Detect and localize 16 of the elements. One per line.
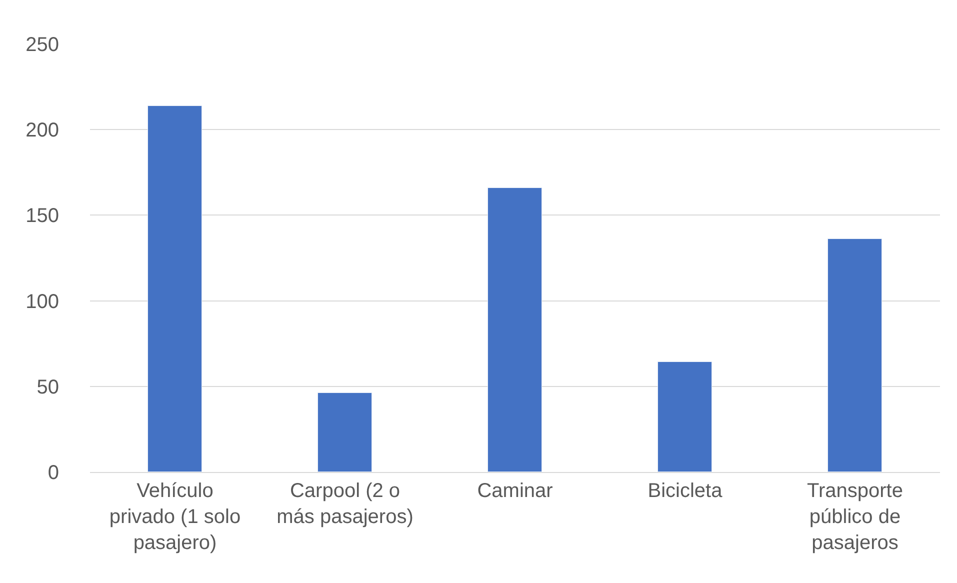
bar	[488, 188, 542, 472]
bar	[658, 362, 712, 472]
y-tick-label: 50	[36, 376, 59, 398]
x-tick-label: Vehículo privado (1 solo pasajero)	[109, 480, 241, 554]
y-tick-label: 250	[26, 34, 59, 56]
bar	[318, 392, 372, 472]
x-tick-label: Carpool (2 o más pasajeros)	[276, 480, 414, 528]
bar	[828, 238, 882, 472]
bar	[148, 106, 202, 472]
x-tick-label: Caminar	[477, 480, 554, 502]
y-tick-label: 150	[26, 205, 59, 228]
x-tick-label: Transporte público de pasajeros	[807, 480, 903, 554]
y-tick-label: 200	[26, 120, 59, 142]
y-tick-label: 100	[26, 290, 59, 313]
x-tick-label: Bicicleta	[648, 480, 724, 502]
y-tick-label: 0	[48, 462, 59, 484]
